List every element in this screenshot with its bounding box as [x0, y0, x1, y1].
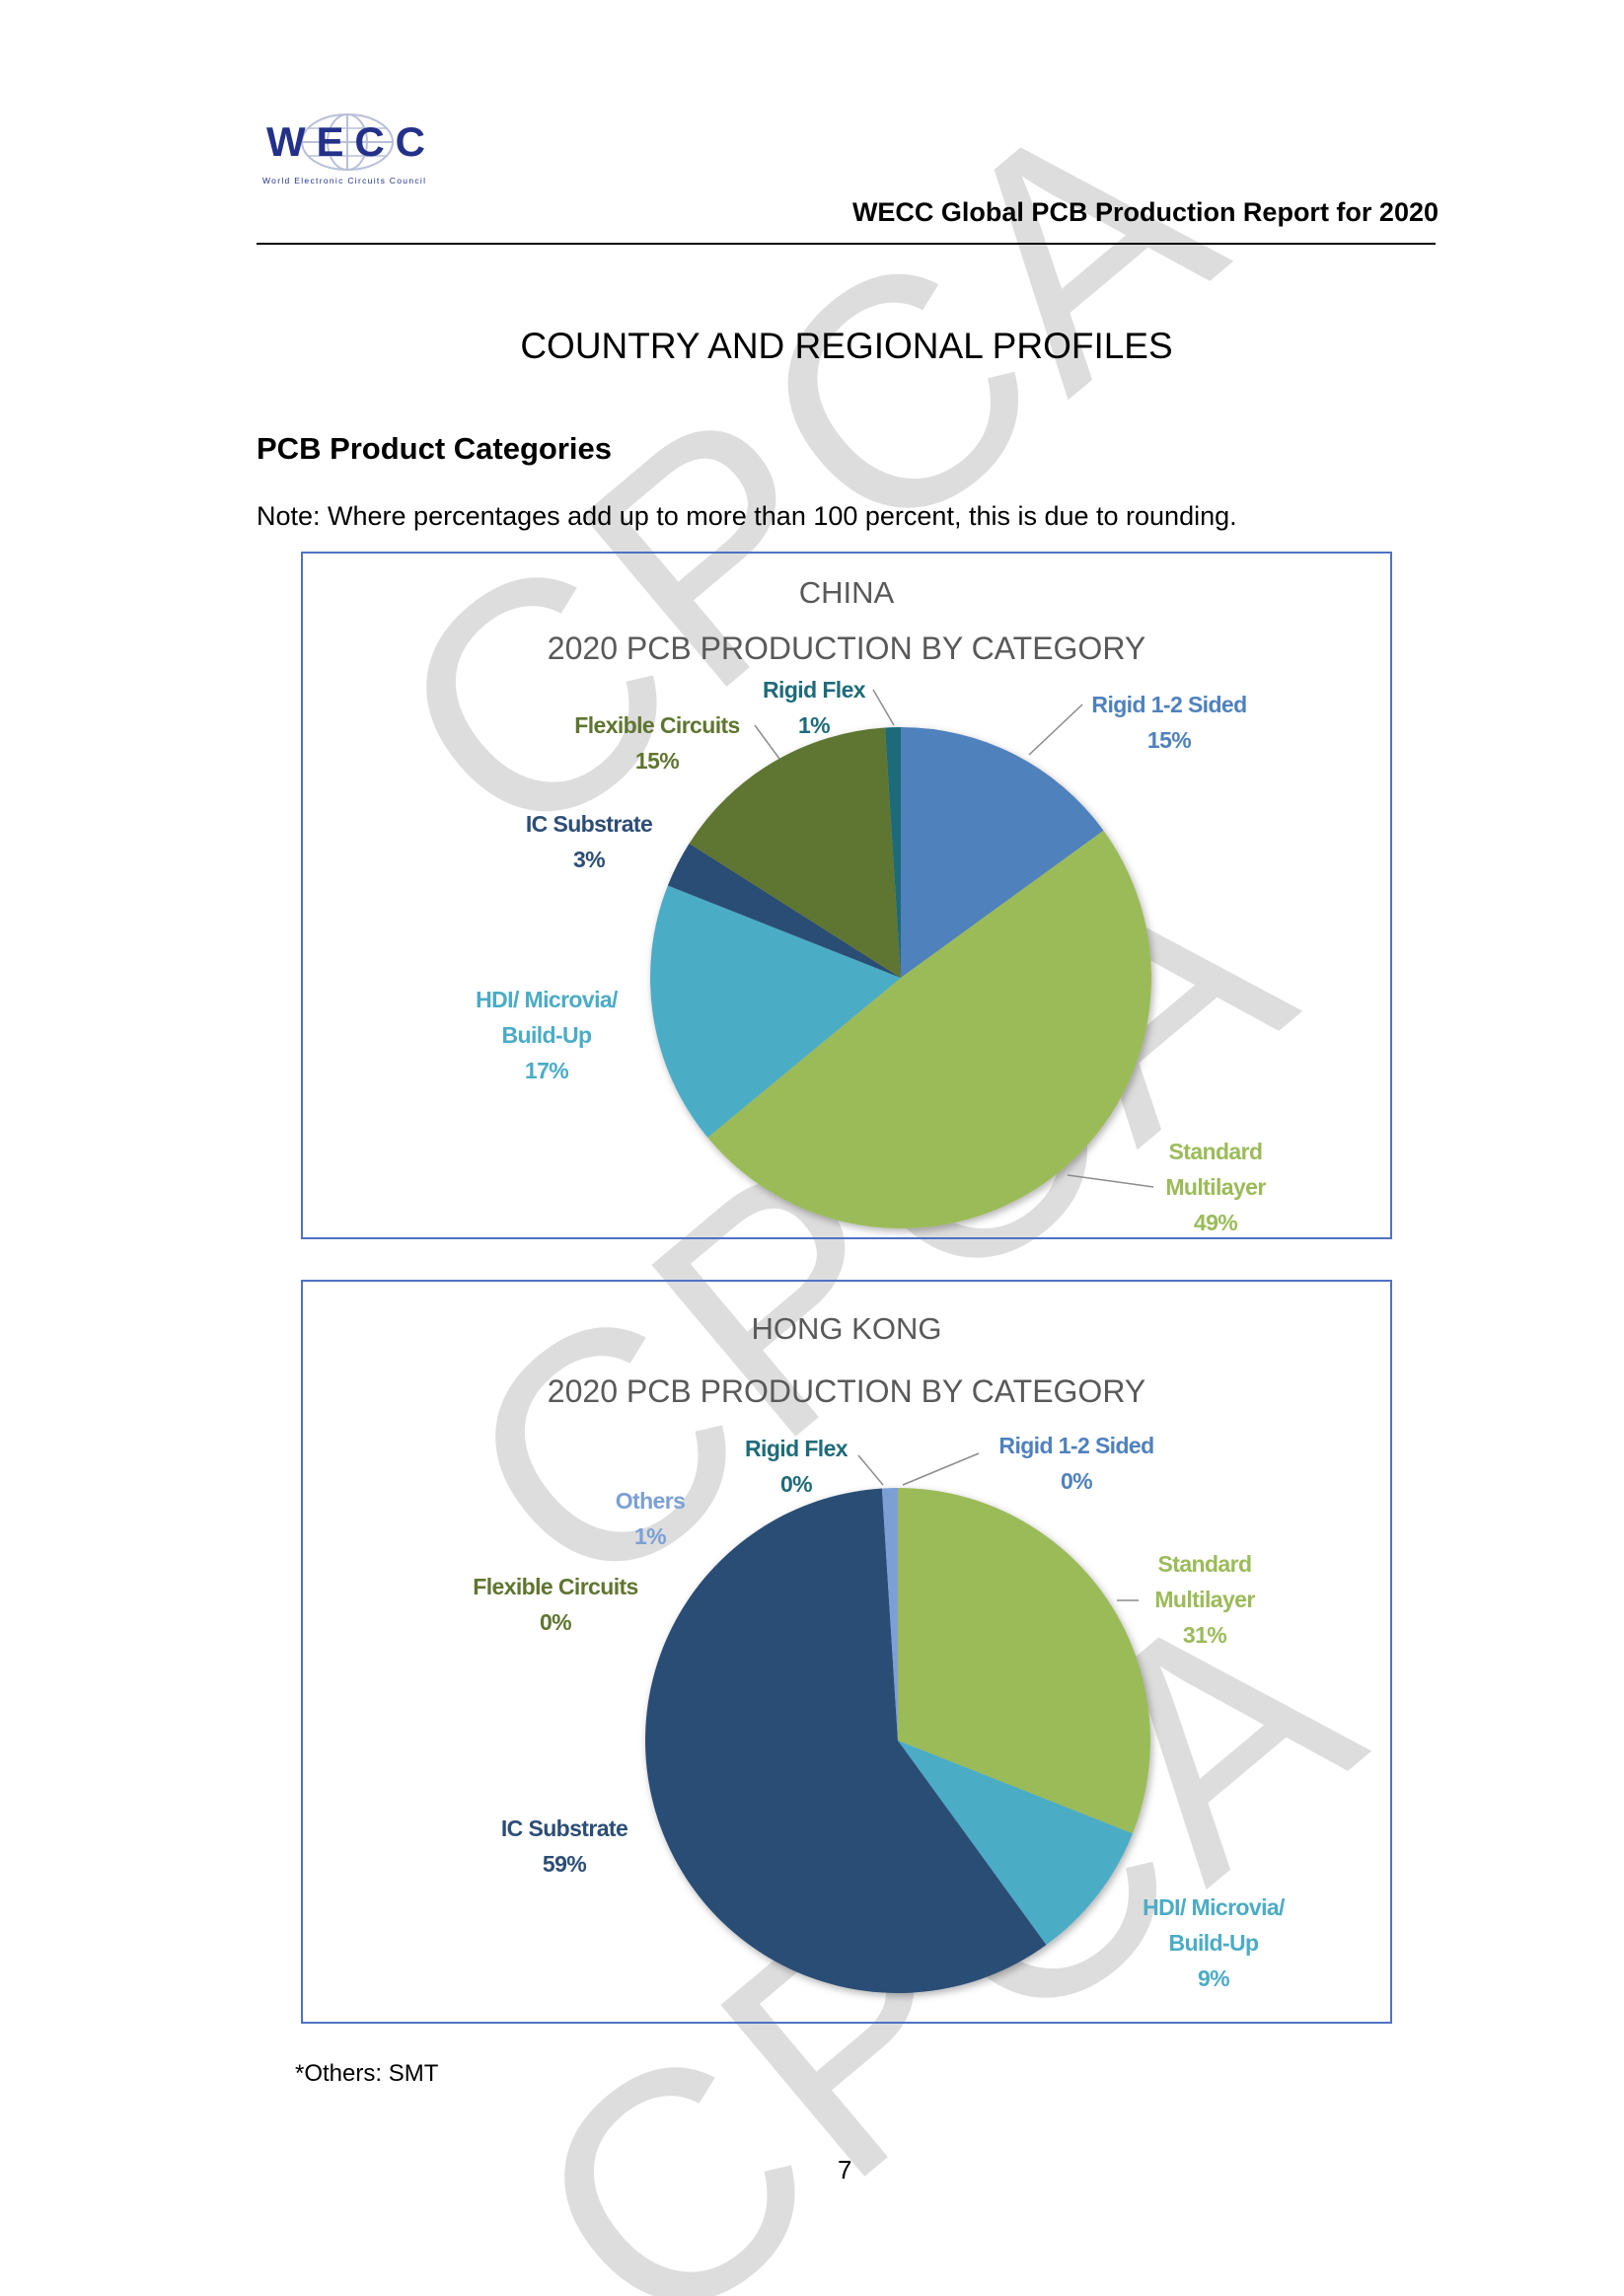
- china-chart: CHINA 2020 PCB PRODUCTION BY CATEGORY Ri…: [301, 552, 1392, 1239]
- label-flexible-circuits: Flexible Circuits 0%: [473, 1574, 638, 1635]
- hong-kong-pie: [645, 1452, 1150, 1993]
- label-hdi-microvia: HDI/ Microvia/Build-Up 9%: [1143, 1894, 1285, 1991]
- pie-slice-hdi-microvia-build-up: [650, 885, 901, 1138]
- label-rigid-flex: Rigid Flex 0%: [745, 1436, 849, 1497]
- pie-slice-standard-multilayer: [898, 1488, 1150, 1834]
- chart-title: HONG KONG: [751, 1311, 942, 1346]
- chart-subtitle: 2020 PCB PRODUCTION BY CATEGORY: [547, 1373, 1146, 1409]
- label-rigid-flex: Rigid Flex 1%: [763, 677, 866, 738]
- hong-kong-chart: HONG KONG 2020 PCB PRODUCTION BY CATEGOR…: [301, 1280, 1392, 2024]
- leader-line: [872, 689, 895, 726]
- svg-text:World Electronic Circuits Coun: World Electronic Circuits Council: [262, 176, 425, 185]
- label-standard-multilayer: Standard Multilayer 49%: [1165, 1139, 1266, 1235]
- report-title: WECC Global PCB Production Report for 20…: [851, 197, 1439, 227]
- leader-line: [902, 1452, 980, 1486]
- pie-slice-flexible-circuits: [689, 727, 901, 978]
- pie-slice-standard-multilayer: [707, 830, 1151, 1228]
- label-flexible-circuits: Flexible Circuits 15%: [574, 712, 740, 774]
- label-ic-substrate: IC Substrate 3%: [525, 811, 653, 872]
- leader-line: [754, 724, 780, 760]
- label-standard-multilayer: Standard Multilayer 31%: [1154, 1551, 1255, 1648]
- footnote: *Others: SMT: [295, 2060, 439, 2087]
- pie-slice-rigid-flex: [885, 727, 901, 978]
- label-hdi-microvia: HDI/ Microvia/Build-Up 17%: [476, 987, 618, 1083]
- chart-subtitle: 2020 PCB PRODUCTION BY CATEGORY: [547, 630, 1146, 666]
- pie-slice-hdi-microvia-build-up: [898, 1741, 1134, 1946]
- header-divider: [257, 243, 1436, 245]
- leader-line: [1067, 1174, 1154, 1188]
- leader-line: [857, 1454, 884, 1486]
- rounding-note: Note: Where percentages add up to more t…: [257, 501, 1237, 531]
- wecc-logo: WECC World Electronic Circuits Council: [262, 113, 426, 185]
- leader-line: [1028, 704, 1083, 756]
- pie-slice-ic-substrate: [645, 1488, 1047, 1993]
- chart-title: CHINA: [798, 575, 895, 610]
- label-ic-substrate: IC Substrate 59%: [500, 1815, 628, 1877]
- subsection-title: PCB Product Categories: [257, 431, 613, 466]
- pie-slice-others: [881, 1488, 898, 1741]
- page-number: 7: [838, 2155, 852, 2185]
- label-rigid-1-2-sided: Rigid 1-2 Sided 15%: [1091, 692, 1247, 753]
- china-pie: [650, 689, 1154, 1228]
- pie-slice-ic-substrate: [667, 843, 901, 978]
- label-rigid-1-2-sided: Rigid 1-2 Sided 0%: [998, 1433, 1154, 1494]
- pie-slice-rigid-1-2-sided: [901, 727, 1104, 978]
- label-others: Others 1%: [615, 1488, 686, 1549]
- section-title: COUNTRY AND REGIONAL PROFILES: [520, 326, 1173, 366]
